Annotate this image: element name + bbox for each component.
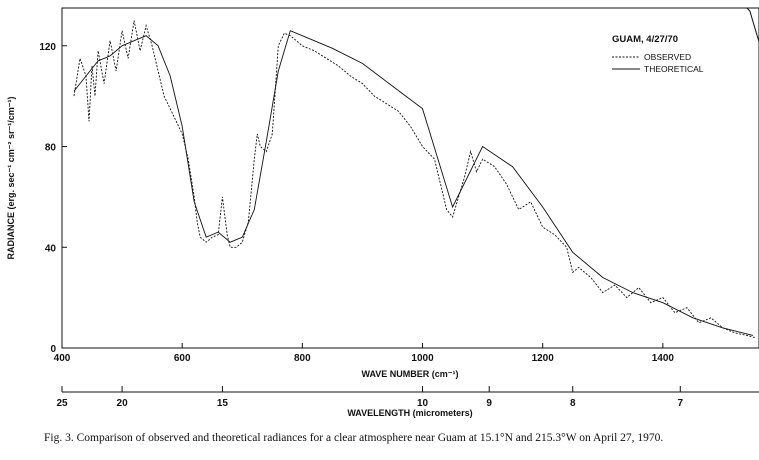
legend-theoretical-label: THEORETICAL: [644, 64, 704, 74]
wavelength-ticks: 25 20 15 10 9 8 7: [56, 386, 684, 409]
x-tick-label: 1400: [652, 353, 675, 364]
wavelength-axis-title: WAVELENGTH (micrometers): [347, 408, 472, 418]
wavelength-tick-label: 25: [56, 398, 68, 409]
wavelength-tick-label: 15: [217, 398, 229, 409]
y-tick-label: 80: [45, 143, 57, 154]
x-axis-title: WAVE NUMBER (cm⁻¹): [361, 369, 458, 379]
theoretical-series-line: [73, 30, 754, 336]
x-tick-label: 600: [174, 353, 191, 364]
blackbody-curve: [62, 7, 759, 42]
wavelength-tick-label: 10: [417, 398, 429, 409]
data-series: [73, 20, 757, 339]
wavelength-tick-label: 7: [678, 398, 684, 409]
y-tick-label: 120: [39, 42, 56, 53]
wavelength-tick-label: 9: [486, 398, 492, 409]
radiance-chart: 400 600 800 1000 1200 1400 0 40 80 120 300°K275°K…: [6, 7, 759, 418]
wavelength-tick-label: 8: [570, 398, 576, 409]
axis-ticks: 400 600 800 1000 1200 1400 0 40 80 120: [39, 42, 674, 364]
x-tick-label: 1200: [532, 353, 555, 364]
wavelength-tick-label: 20: [117, 398, 129, 409]
legend: GUAM, 4/27/70 OBSERVED THEORETICAL: [612, 34, 704, 74]
figure-caption: Fig. 3. Comparison of observed and theor…: [44, 432, 664, 444]
legend-title: GUAM, 4/27/70: [612, 34, 678, 45]
legend-observed-label: OBSERVED: [644, 52, 691, 62]
observed-series-line: [73, 20, 757, 339]
wavelength-axis: 25 20 15 10 9 8 7 WAVELENGTH (micrometers): [56, 386, 759, 418]
x-tick-label: 400: [54, 353, 71, 364]
x-tick-label: 800: [294, 353, 311, 364]
y-tick-label: 0: [50, 344, 56, 355]
blackbody-curves: 300°K275°K250°K225°K200°K175°K: [62, 7, 759, 42]
y-tick-label: 40: [45, 243, 57, 254]
y-axis-title: RADIANCE (erg. sec⁻¹ cm⁻² sr⁻¹/cm⁻¹): [6, 96, 16, 259]
x-tick-label: 1000: [411, 353, 434, 364]
